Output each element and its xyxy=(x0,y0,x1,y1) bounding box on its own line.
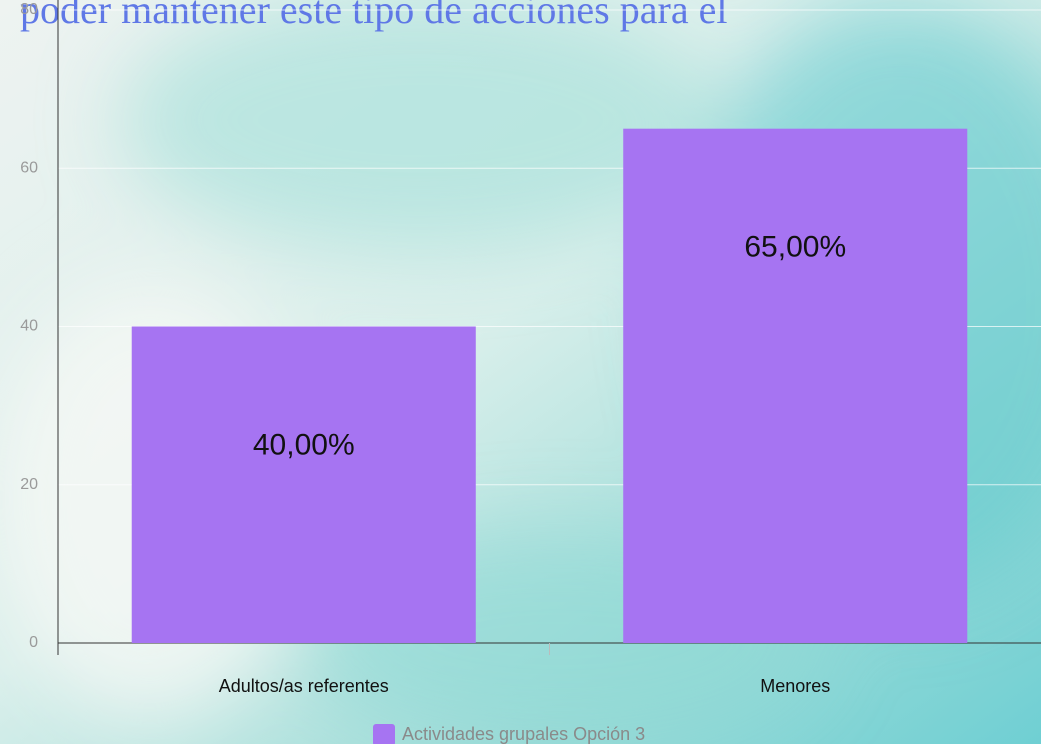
data-label: 40,00% xyxy=(253,428,355,461)
legend-label: Actividades grupales Opción 3 xyxy=(402,724,645,744)
y-tick-label: 40 xyxy=(20,318,38,335)
y-tick-label: 60 xyxy=(20,159,38,176)
bar xyxy=(623,128,968,643)
bar xyxy=(131,326,476,643)
data-label: 65,00% xyxy=(744,231,846,264)
y-tick-label: 20 xyxy=(20,476,38,493)
x-tick-label: Menores xyxy=(760,676,830,696)
y-tick-label: 80 xyxy=(20,1,38,18)
x-tick-label: Adultos/as referentes xyxy=(219,676,389,696)
y-tick-label: 0 xyxy=(29,634,38,651)
legend-swatch xyxy=(373,724,395,744)
overlay-text: poder mantener este tipo de acciones par… xyxy=(20,0,727,32)
